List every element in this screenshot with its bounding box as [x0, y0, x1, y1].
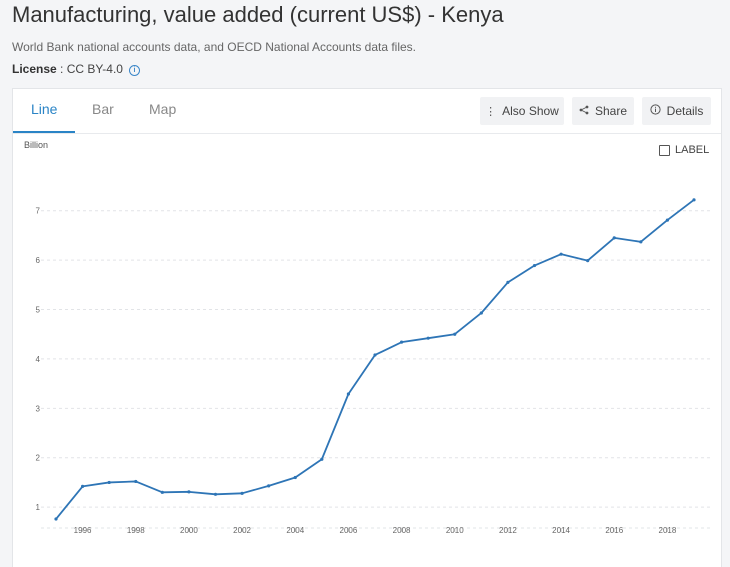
data-point	[293, 475, 297, 480]
data-point	[559, 252, 563, 256]
data-point	[612, 236, 616, 240]
y-tick-label: 3	[36, 404, 41, 413]
data-point	[426, 336, 430, 340]
data-point	[639, 240, 643, 244]
series-layer	[54, 198, 696, 521]
share-icon	[579, 105, 589, 118]
chart-card: Line Bar Map ⋮ Also Show Share Details B…	[12, 88, 722, 567]
tab-bar[interactable]: Bar	[92, 101, 114, 117]
data-point	[453, 332, 457, 336]
x-tick-label: 1996	[74, 526, 92, 535]
y-tick-label: 6	[36, 256, 41, 265]
data-point	[346, 392, 351, 396]
y-axis-unit: Billion	[24, 140, 49, 150]
vertical-dots-icon: ⋮	[485, 105, 497, 118]
data-point	[240, 491, 244, 495]
y-tick-label: 7	[36, 207, 41, 216]
x-tick-label: 2012	[499, 526, 517, 535]
x-tick-label: 2002	[233, 526, 251, 535]
x-tick-label: 2008	[393, 526, 411, 535]
y-tick-label: 4	[36, 355, 41, 364]
tab-map[interactable]: Map	[149, 101, 177, 117]
data-point	[54, 517, 58, 521]
x-tick-label: 2004	[286, 526, 304, 535]
details-button[interactable]: Details	[642, 97, 711, 125]
page-title: Manufacturing, value added (current US$)…	[12, 2, 504, 27]
label-toggle[interactable]: LABEL	[659, 144, 709, 156]
data-point	[213, 492, 218, 496]
data-point	[267, 484, 271, 488]
y-tick-label: 5	[36, 306, 41, 315]
source-note: World Bank national accounts data, and O…	[12, 40, 417, 54]
details-label: Details	[666, 104, 704, 118]
label-toggle-text: LABEL	[675, 144, 710, 156]
x-tick-label: 2000	[180, 526, 198, 535]
data-point	[373, 353, 377, 357]
x-tick-label: 2016	[605, 526, 623, 535]
data-point	[160, 490, 164, 494]
data-point	[506, 280, 510, 284]
x-axis-ticks: 1996 1998 2000 2002 2004 2006 2008 2010 2012 2014…	[74, 526, 677, 535]
share-label: Share	[594, 104, 628, 118]
data-point	[586, 259, 590, 263]
y-tick-label: 1	[36, 503, 41, 512]
gridlines	[41, 210, 713, 529]
data-point	[479, 311, 483, 315]
data-point	[134, 479, 138, 484]
tab-line[interactable]: Line	[31, 101, 58, 117]
data-point	[665, 218, 670, 222]
x-tick-label: 1998	[127, 526, 145, 535]
active-tab-indicator	[13, 131, 75, 133]
data-point	[320, 457, 324, 461]
info-circle-icon	[650, 104, 661, 118]
data-point	[692, 198, 696, 202]
x-tick-label: 2014	[552, 526, 570, 535]
line-chart: 1 2 3 4 5 6 7 1996 1998 2000 2002 2004 2006 2008 2010…	[36, 198, 713, 535]
data-point	[80, 484, 85, 489]
share-button[interactable]: Share	[572, 97, 634, 125]
license-line: License : CC BY-4.0 i	[12, 62, 140, 76]
chart-tabs: Line Bar Map ⋮ Also Show Share Details	[13, 89, 721, 134]
y-axis-ticks: 1 2 3 4 5 6 7	[36, 207, 41, 512]
label-checkbox[interactable]	[659, 144, 670, 156]
data-point	[107, 480, 111, 485]
x-tick-label: 2010	[446, 526, 464, 535]
x-tick-label: 2006	[340, 526, 358, 535]
also-show-button[interactable]: ⋮ Also Show	[480, 97, 564, 125]
y-tick-label: 2	[36, 454, 41, 463]
license-label: License	[12, 62, 57, 76]
data-point	[187, 490, 191, 494]
info-icon[interactable]: i	[128, 65, 140, 76]
license-value: : CC BY-4.0	[56, 62, 123, 76]
x-tick-label: 2018	[659, 526, 677, 535]
also-show-label: Also Show	[502, 104, 559, 118]
data-point	[532, 263, 537, 268]
data-point	[399, 340, 404, 344]
